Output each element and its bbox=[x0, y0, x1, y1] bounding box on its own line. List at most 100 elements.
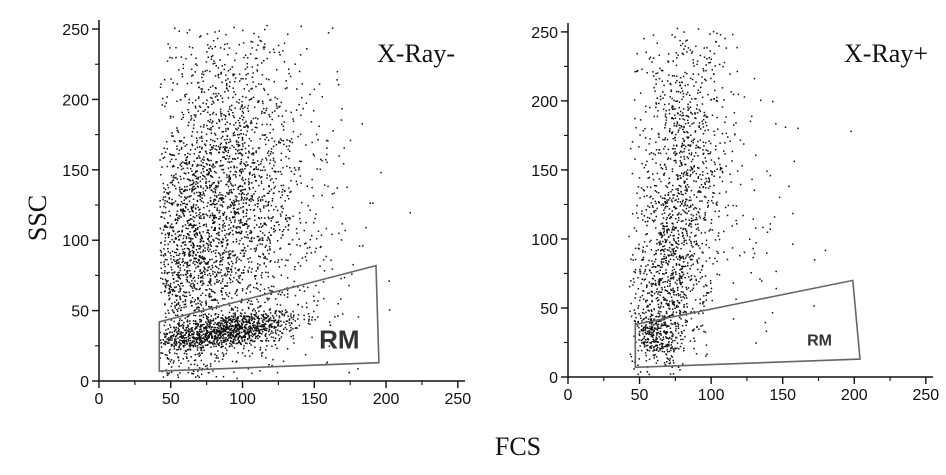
scatter-point bbox=[207, 202, 209, 204]
scatter-point bbox=[220, 242, 223, 244]
scatter-point bbox=[193, 234, 196, 236]
scatter-point bbox=[251, 352, 254, 355]
scatter-point bbox=[201, 331, 203, 333]
scatter-point bbox=[186, 178, 189, 180]
scatter-point bbox=[650, 249, 653, 251]
scatter-point bbox=[214, 199, 217, 201]
scatter-point bbox=[171, 226, 173, 229]
scatter-point bbox=[281, 312, 283, 315]
scatter-point bbox=[296, 88, 298, 90]
scatter-point bbox=[326, 147, 328, 149]
scatter-point bbox=[212, 370, 214, 372]
scatter-point bbox=[290, 329, 292, 331]
scatter-point bbox=[192, 246, 194, 249]
scatter-point bbox=[255, 312, 258, 314]
scatter-point bbox=[225, 130, 227, 132]
scatter-point bbox=[257, 168, 260, 171]
scatter-point bbox=[658, 232, 660, 234]
scatter-point bbox=[240, 272, 243, 274]
scatter-point bbox=[213, 298, 215, 301]
scatter-point bbox=[276, 303, 278, 306]
scatter-point bbox=[305, 242, 307, 244]
scatter-point bbox=[206, 51, 208, 53]
scatter-point bbox=[234, 77, 237, 79]
scatter-point bbox=[216, 339, 219, 342]
scatter-point bbox=[185, 339, 188, 341]
scatter-point bbox=[196, 306, 198, 309]
scatter-point bbox=[257, 216, 260, 219]
scatter-point bbox=[184, 145, 186, 147]
scatter-point bbox=[244, 266, 246, 268]
scatter-point bbox=[669, 258, 672, 260]
scatter-point bbox=[178, 234, 181, 236]
scatter-point bbox=[169, 215, 171, 217]
scatter-point bbox=[195, 303, 197, 305]
scatter-point bbox=[224, 285, 226, 287]
scatter-point bbox=[209, 320, 212, 323]
scatter-point bbox=[303, 318, 305, 321]
scatter-point bbox=[178, 275, 180, 277]
scatter-point bbox=[693, 208, 695, 210]
scatter-point bbox=[300, 114, 302, 116]
scatter-point bbox=[239, 252, 242, 254]
scatter-point bbox=[703, 195, 706, 198]
scatter-point bbox=[199, 157, 201, 159]
scatter-point bbox=[242, 243, 244, 245]
scatter-point bbox=[164, 258, 167, 261]
scatter-point bbox=[236, 310, 239, 312]
scatter-point bbox=[201, 90, 203, 93]
scatter-point bbox=[210, 315, 212, 317]
scatter-point bbox=[214, 326, 217, 329]
scatter-point bbox=[165, 284, 167, 287]
scatter-point bbox=[215, 260, 217, 262]
scatter-point bbox=[197, 258, 199, 261]
scatter-point bbox=[253, 247, 256, 250]
scatter-point bbox=[198, 164, 200, 166]
scatter-point bbox=[679, 345, 682, 348]
scatter-point bbox=[193, 363, 196, 366]
scatter-point bbox=[680, 282, 682, 284]
scatter-point bbox=[230, 325, 233, 327]
scatter-point bbox=[183, 199, 185, 201]
scatter-point bbox=[255, 336, 257, 338]
scatter-point bbox=[200, 186, 202, 188]
scatter-point bbox=[205, 326, 208, 328]
scatter-point bbox=[236, 208, 238, 210]
scatter-point bbox=[218, 227, 220, 229]
scatter-point bbox=[199, 281, 202, 283]
scatter-point bbox=[236, 129, 238, 131]
scatter-point bbox=[292, 130, 295, 133]
scatter-point bbox=[185, 197, 187, 199]
scatter-point bbox=[313, 310, 315, 313]
scatter-point bbox=[309, 93, 311, 96]
scatter-point bbox=[177, 248, 179, 251]
scatter-point bbox=[202, 110, 204, 112]
scatter-point bbox=[231, 104, 233, 107]
scatter-point bbox=[239, 342, 242, 344]
scatter-point bbox=[213, 261, 215, 264]
scatter-point bbox=[232, 325, 234, 328]
scatter-point bbox=[170, 174, 173, 177]
scatter-point bbox=[648, 292, 651, 294]
scatter-point bbox=[221, 113, 223, 115]
scatter-point bbox=[195, 175, 197, 178]
scatter-point bbox=[190, 119, 192, 121]
scatter-point bbox=[190, 363, 192, 366]
scatter-point bbox=[178, 333, 180, 335]
scatter-point bbox=[185, 57, 187, 60]
scatter-point bbox=[694, 340, 696, 342]
scatter-point bbox=[182, 326, 184, 328]
scatter-point bbox=[180, 196, 182, 198]
scatter-point bbox=[164, 270, 166, 272]
scatter-point bbox=[660, 204, 663, 206]
scatter-point bbox=[289, 75, 292, 78]
scatter-point bbox=[665, 202, 668, 204]
scatter-point bbox=[652, 350, 654, 352]
scatter-point bbox=[228, 108, 231, 110]
scatter-point bbox=[188, 162, 190, 164]
scatter-point bbox=[192, 277, 195, 280]
scatter-point bbox=[200, 240, 203, 242]
scatter-point bbox=[186, 276, 189, 278]
scatter-point bbox=[675, 271, 677, 273]
scatter-point bbox=[667, 264, 669, 266]
